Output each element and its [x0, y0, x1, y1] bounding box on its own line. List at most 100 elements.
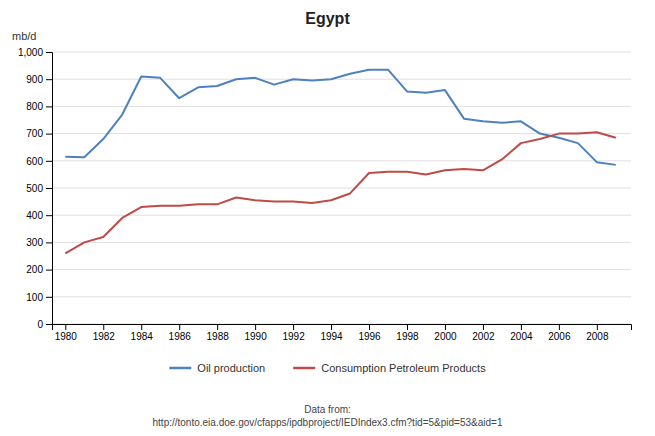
series-line: [65, 132, 616, 253]
x-tick: 1992: [282, 324, 305, 342]
x-tick: 1982: [93, 324, 116, 342]
y-tick: 500: [26, 183, 52, 194]
grid-line: [52, 106, 631, 107]
y-tick-label: 200: [26, 264, 43, 275]
legend-item: Oil production: [169, 362, 265, 374]
legend-swatch: [169, 367, 191, 370]
y-tick: 200: [26, 264, 52, 275]
x-tick-mark: [407, 324, 408, 330]
x-tick-label: 1980: [55, 331, 78, 342]
x-axis-line: [53, 325, 632, 331]
x-tick-label: 1982: [93, 331, 116, 342]
x-tick-label: 1992: [282, 331, 305, 342]
y-tick-mark: [46, 134, 52, 135]
y-tick-mark: [46, 324, 52, 325]
x-tick-mark: [559, 324, 560, 330]
grid-line: [52, 296, 631, 297]
grid-line: [52, 52, 631, 53]
y-tick-label: 1,000: [18, 47, 43, 58]
x-tick: 1986: [169, 324, 192, 342]
y-tick-mark: [46, 242, 52, 243]
x-tick-label: 1984: [131, 331, 154, 342]
x-tick-mark: [103, 324, 104, 330]
y-tick: 0: [37, 319, 52, 330]
grid: [52, 52, 631, 324]
y-tick: 900: [26, 74, 52, 85]
x-axis: 1980 1982 1984 1986 1988 1990 1992 1994 1996 1998…: [53, 324, 632, 342]
y-axis-label: mb/d: [12, 30, 36, 42]
grid-line: [52, 160, 631, 161]
y-tick-mark: [46, 297, 52, 298]
y-tick-label: 900: [26, 74, 43, 85]
x-tick-mark: [65, 324, 66, 330]
legend-label: Consumption Petroleum Products: [321, 362, 486, 374]
x-tick-label: 2006: [548, 331, 571, 342]
grid-line: [52, 215, 631, 216]
x-tick: 1980: [55, 324, 78, 342]
grid-line: [52, 269, 631, 270]
x-tick-label: 2004: [510, 331, 533, 342]
x-tick-mark: [597, 324, 598, 330]
annotation: Data from: http://tonto.eia.doe.gov/cfapp…: [153, 404, 503, 428]
series-group: [65, 70, 616, 254]
x-tick-mark: [521, 324, 522, 330]
legend-label: Oil production: [197, 362, 265, 374]
y-tick: 300: [26, 237, 52, 248]
x-tick: 1990: [244, 324, 267, 342]
y-tick-mark: [46, 52, 52, 53]
x-tick: 1984: [131, 324, 154, 342]
x-tick: 1994: [320, 324, 343, 342]
y-tick-label: 400: [26, 210, 43, 221]
y-tick-mark: [46, 188, 52, 189]
annotation-line: Data from:: [304, 404, 351, 415]
annotation-line: http://tonto.eia.doe.gov/cfapps/ipdbproj…: [153, 417, 503, 428]
x-tick-mark: [141, 324, 142, 330]
y-tick: 800: [26, 101, 52, 112]
y-tick-label: 800: [26, 101, 43, 112]
x-tick: 1998: [396, 324, 419, 342]
x-tick-label: 2002: [472, 331, 495, 342]
legend-item: Consumption Petroleum Products: [293, 362, 486, 374]
y-tick-label: 600: [26, 156, 43, 167]
y-tick-label: 500: [26, 183, 43, 194]
x-tick-mark: [217, 324, 218, 330]
x-tick-label: 1986: [169, 331, 192, 342]
y-tick-mark: [46, 106, 52, 107]
x-tick-mark: [445, 324, 446, 330]
x-tick: 1988: [207, 324, 230, 342]
x-tick-label: 2000: [434, 331, 457, 342]
y-tick: 700: [26, 128, 52, 139]
x-tick: 2008: [586, 324, 609, 342]
y-tick: 1,000: [18, 47, 52, 58]
x-tick: 2004: [510, 324, 533, 342]
x-tick-mark: [179, 324, 180, 330]
legend-swatch: [293, 367, 315, 370]
x-tick-label: 1990: [244, 331, 267, 342]
y-tick-mark: [46, 270, 52, 271]
legend: Oil production Consumption Petroleum Prod…: [169, 362, 486, 374]
x-tick: 2006: [548, 324, 571, 342]
x-tick-label: 1998: [396, 331, 419, 342]
x-tick-label: 1988: [207, 331, 230, 342]
x-tick-label: 2008: [586, 331, 609, 342]
y-axis-line: [46, 53, 53, 325]
x-tick-label: 1996: [358, 331, 381, 342]
x-tick-mark: [255, 324, 256, 330]
y-tick: 400: [26, 210, 52, 221]
y-tick-mark: [46, 215, 52, 216]
series-line: [65, 70, 616, 165]
x-tick: 2000: [434, 324, 457, 342]
y-tick: 100: [26, 292, 52, 303]
y-tick: 600: [26, 156, 52, 167]
x-tick-mark: [293, 324, 294, 330]
y-axis: 0 100 200 300 400 500 600 700 800 900 1,000: [18, 47, 53, 330]
x-tick-mark: [369, 324, 370, 330]
x-tick: 1996: [358, 324, 381, 342]
x-tick-mark: [331, 324, 332, 330]
title: Egypt: [305, 10, 350, 27]
y-tick-label: 300: [26, 237, 43, 248]
chart: Egypt 1980 1982 1984 1986 1988 1990 1992 1994 199…: [0, 0, 655, 436]
y-tick-label: 0: [37, 319, 43, 330]
x-tick: 2002: [472, 324, 495, 342]
y-tick-mark: [46, 161, 52, 162]
